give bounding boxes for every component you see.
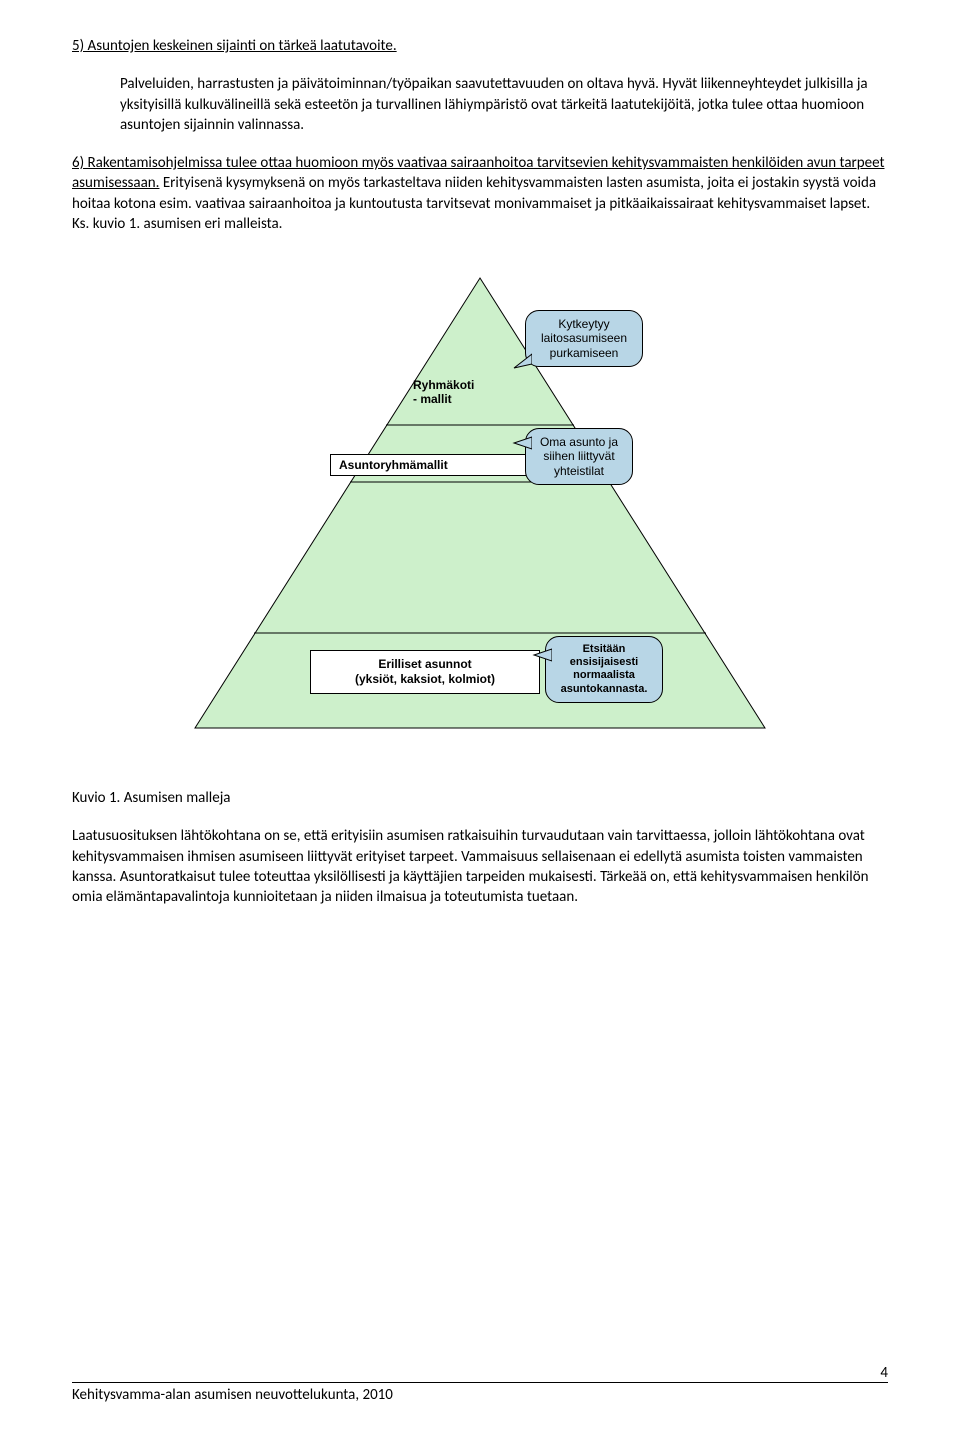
bubble1-line1: Kytkeytyy [534, 317, 634, 331]
bubble3-tail [532, 647, 552, 665]
bubble2-line3: yhteistilat [534, 464, 624, 478]
label-erilliset: Erilliset asunnot (yksiöt, kaksiot, kolm… [310, 650, 540, 694]
section-6-rest: Erityisenä kysymyksenä on myös tarkastel… [72, 174, 876, 233]
label-ryhmakoti: Ryhmäkoti - mallit [413, 378, 474, 407]
bubble-etsitaan: Etsitään ensisijaisesti normaalista asun… [545, 636, 663, 703]
bubble3-line3: normaalista [554, 669, 654, 682]
label-erilliset-line1: Erilliset asunnot [315, 657, 535, 672]
page-number: 4 [880, 1363, 888, 1383]
label-erilliset-line2: (yksiöt, kaksiot, kolmiot) [315, 672, 535, 687]
bubble3-line4: asuntokannasta. [554, 683, 654, 696]
label-ryhmakoti-line1: Ryhmäkoti [413, 378, 474, 392]
pyramid-diagram: Ryhmäkoti - mallit Asuntoryhmämallit Eri… [185, 268, 775, 748]
bottom-paragraph: Laatusuosituksen lähtökohtana on se, ett… [72, 826, 888, 907]
section-6-paragraph: 6) Rakentamisohjelmissa tulee ottaa huom… [72, 153, 888, 234]
bubble2-line2: siihen liittyvät [534, 449, 624, 463]
label-ryhmakoti-line2: - mallit [413, 392, 474, 406]
bubble1-tail [512, 352, 532, 370]
bubble1-line3: purkamiseen [534, 346, 634, 360]
bubble3-line1: Etsitään [554, 643, 654, 656]
section-5-paragraph: Palveluiden, harrastusten ja päivätoimin… [72, 74, 888, 135]
footer-text: Kehitysvamma-alan asumisen neuvottelukun… [72, 1382, 888, 1405]
bubble3-line2: ensisijaisesti [554, 656, 654, 669]
bubble2-tail [512, 435, 532, 453]
pyramid-diagram-wrap: Ryhmäkoti - mallit Asuntoryhmämallit Eri… [72, 268, 888, 748]
bubble1-line2: laitosasumiseen [534, 331, 634, 345]
bubble2-line1: Oma asunto ja [534, 435, 624, 449]
bubble-kytkeytyy: Kytkeytyy laitosasumiseen purkamiseen [525, 310, 643, 367]
bubble-oma-asunto: Oma asunto ja siihen liittyvät yhteistil… [525, 428, 633, 485]
section-5-heading: 5) Asuntojen keskeinen sijainti on tärke… [72, 36, 888, 56]
figure-caption: Kuvio 1. Asumisen malleja [72, 788, 888, 808]
